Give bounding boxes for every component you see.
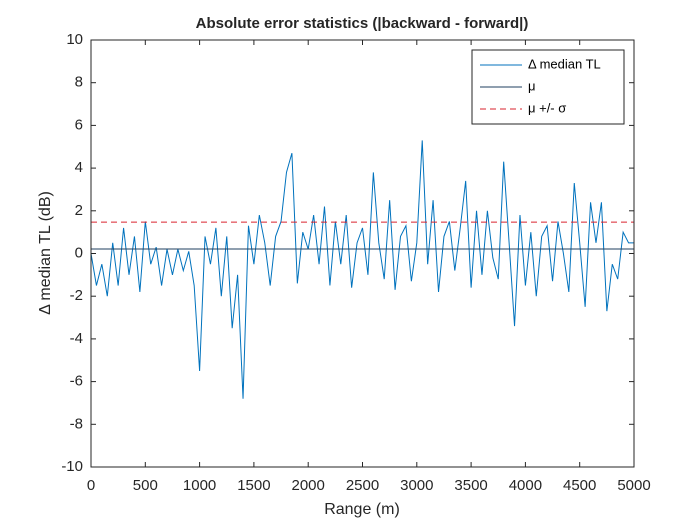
x-tick-label: 2500 xyxy=(346,477,379,494)
x-tick-label: 2000 xyxy=(292,477,325,494)
y-tick-label: 2 xyxy=(75,202,83,219)
y-tick-label: -6 xyxy=(70,373,83,390)
y-tick-label: 10 xyxy=(66,31,83,48)
legend-label: μ xyxy=(528,78,536,93)
legend-label: Δ median TL xyxy=(528,56,601,71)
chart-title: Absolute error statistics (|backward - f… xyxy=(196,15,529,32)
y-tick-label: 0 xyxy=(75,244,83,261)
y-tick-label: 8 xyxy=(75,74,83,91)
x-tick-label: 1500 xyxy=(237,477,270,494)
y-tick-label: -8 xyxy=(70,415,83,432)
x-tick-label: 3000 xyxy=(400,477,433,494)
x-tick-label: 4000 xyxy=(509,477,542,494)
y-tick-label: -2 xyxy=(70,287,83,304)
y-tick-label: -4 xyxy=(70,330,83,347)
y-axis-label: Δ median TL (dB) xyxy=(37,191,54,315)
x-tick-label: 1000 xyxy=(183,477,216,494)
x-tick-label: 4500 xyxy=(563,477,596,494)
x-tick-label: 0 xyxy=(87,477,95,494)
x-axis-label: Range (m) xyxy=(324,501,400,518)
y-tick-label: -10 xyxy=(61,458,83,475)
legend-label: μ +/- σ xyxy=(528,100,566,115)
x-tick-label: 5000 xyxy=(617,477,650,494)
data-line xyxy=(90,140,634,399)
x-tick-label: 500 xyxy=(133,477,158,494)
y-tick-label: 4 xyxy=(75,159,83,176)
x-tick-label: 3500 xyxy=(454,477,487,494)
y-tick-label: 6 xyxy=(75,116,83,133)
legend: Δ median TL μ μ +/- σ xyxy=(471,49,625,125)
